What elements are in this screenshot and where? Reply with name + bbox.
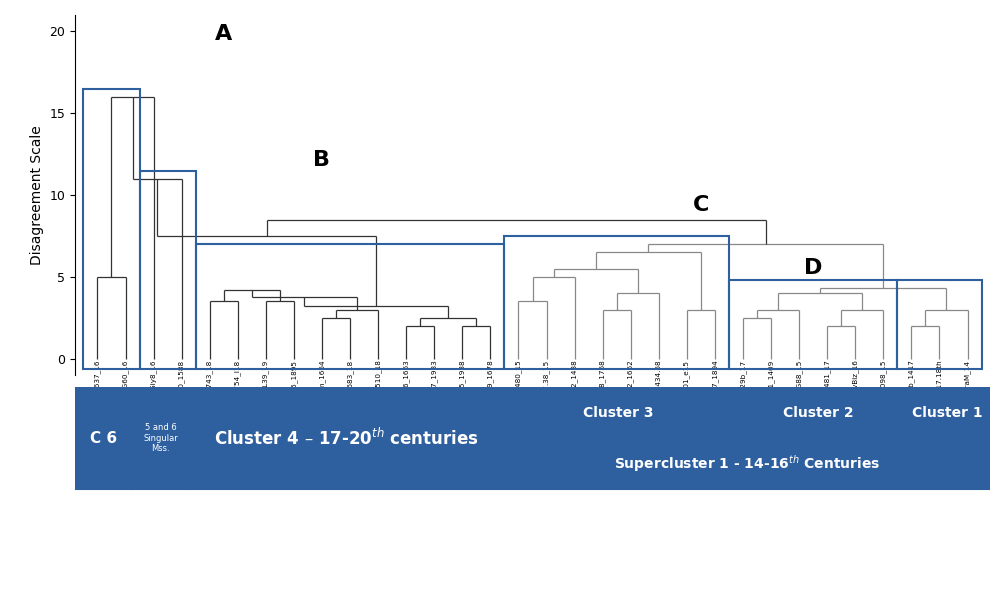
Text: C 6: C 6 xyxy=(90,431,117,445)
Text: W06_DavMaq1_1409: W06_DavMaq1_1409 xyxy=(768,359,774,436)
Text: W30_QQMaryam_1664: W30_QQMaryam_1664 xyxy=(319,359,325,442)
Text: W07_VatCer75_1938: W07_VatCer75_1938 xyxy=(459,359,466,435)
Text: W33_Martini2_1438: W33_Martini2_1438 xyxy=(571,359,578,431)
Text: W09_EMIP683_18: W09_EMIP683_18 xyxy=(347,359,353,424)
Text: W32_EthSpUraM_14: W32_EthSpUraM_14 xyxy=(964,359,971,433)
Text: W26_BL481_17: W26_BL481_17 xyxy=(824,359,831,415)
FancyBboxPatch shape xyxy=(504,438,990,489)
Text: W13_EMML510_18: W13_EMML510_18 xyxy=(375,359,382,427)
Text: W25_BL480_15: W25_BL480_15 xyxy=(515,359,522,415)
Text: W29_EMML1929b_17: W29_EMML1929b_17 xyxy=(740,359,746,437)
Text: W16_GG88_15: W16_GG88_15 xyxy=(796,359,803,413)
FancyBboxPatch shape xyxy=(189,387,504,489)
Y-axis label: Disagreement Scale: Disagreement Scale xyxy=(30,125,44,265)
Text: W12_EMIP1115_1895: W12_EMIP1115_1895 xyxy=(291,359,297,437)
Text: W10_EMIP.743_18: W10_EMIP.743_18 xyxy=(206,359,213,425)
Text: W01_DavKeb_1417: W01_DavKeb_1417 xyxy=(908,359,915,430)
Text: W20_EMML2388_1768: W20_EMML2388_1768 xyxy=(599,359,606,441)
Text: W19_EMML2098_15: W19_EMML2098_15 xyxy=(880,359,887,432)
Text: W22_EMML6359_1678: W22_EMML6359_1678 xyxy=(487,359,494,441)
FancyBboxPatch shape xyxy=(132,387,189,489)
Text: W11_EMIP754_l18: W11_EMIP754_l18 xyxy=(234,359,241,426)
Text: Cluster 1: Cluster 1 xyxy=(912,405,982,420)
Text: W14_EMML7637_16: W14_EMML7637_16 xyxy=(94,359,101,432)
FancyBboxPatch shape xyxy=(733,387,904,438)
Text: 5 and 6
Singular
Mss.: 5 and 6 Singular Mss. xyxy=(143,423,178,453)
Text: C: C xyxy=(693,195,709,215)
Text: W04_EMML9001_e15: W04_EMML9001_e15 xyxy=(683,359,690,437)
Text: W21_EMML2436_1663: W21_EMML2436_1663 xyxy=(403,359,410,441)
Text: W31_AQQGiy8_16: W31_AQQGiy8_16 xyxy=(150,359,157,425)
FancyBboxPatch shape xyxy=(904,387,990,438)
Text: W23_EMML6557_1894: W23_EMML6557_1894 xyxy=(712,359,718,441)
Text: W05_EMML39_19: W05_EMML39_19 xyxy=(262,359,269,423)
Text: W28_CamAdd1570_1588: W28_CamAdd1570_1588 xyxy=(178,359,185,451)
Text: W03_IES77_1933: W03_IES77_1933 xyxy=(431,359,438,422)
Text: Cluster 4 – 17-20$^{th}$ centuries: Cluster 4 – 17-20$^{th}$ centuries xyxy=(214,427,479,449)
Text: A: A xyxy=(215,24,232,44)
Text: W02_EMIP2111_17.18th: W02_EMIP2111_17.18th xyxy=(936,359,943,447)
Text: W15_GG60_16: W15_GG60_16 xyxy=(122,359,129,413)
Text: Supercluster 1 - 14-16$^{th}$ Centuries: Supercluster 1 - 14-16$^{th}$ Centuries xyxy=(614,453,880,474)
Text: B: B xyxy=(313,149,330,169)
Text: W24_EMIP1037.38_15: W24_EMIP1037.38_15 xyxy=(543,359,550,440)
FancyBboxPatch shape xyxy=(75,387,132,489)
Text: W18_EMML1929a_1434.68: W18_EMML1929a_1434.68 xyxy=(655,359,662,457)
FancyBboxPatch shape xyxy=(504,387,733,438)
Text: W08_DavBiz_16: W08_DavBiz_16 xyxy=(852,359,859,417)
Text: D: D xyxy=(804,258,822,278)
Text: Cluster 3: Cluster 3 xyxy=(583,405,654,420)
Text: W17_EMML1842_1662: W17_EMML1842_1662 xyxy=(627,359,634,441)
Text: Cluster 2: Cluster 2 xyxy=(783,405,854,420)
